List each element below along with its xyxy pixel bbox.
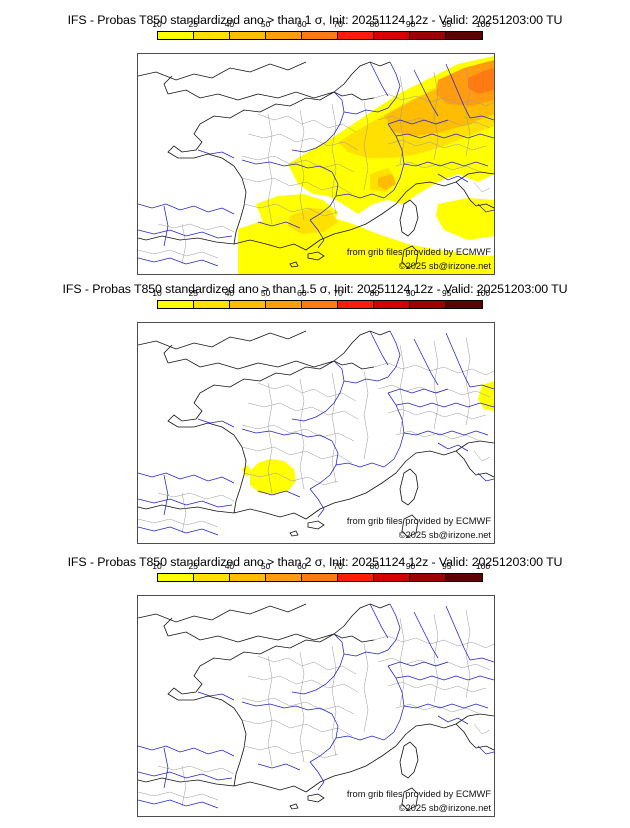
colorbar-segment-25-40 xyxy=(194,574,230,581)
colorbar-tick-70: 70 xyxy=(333,288,343,298)
forecast-panel-1-5-sigma: IFS - Probas T850 standardized ano > tha… xyxy=(0,278,630,548)
map-1-sigma[interactable]: from grib files provided by ECMWF ©2025 … xyxy=(137,53,495,275)
probability-shading xyxy=(238,56,494,274)
colorbar-tick-10: 10 xyxy=(152,288,162,298)
colorbar-bar xyxy=(157,31,483,40)
colorbar-segment-90-95 xyxy=(410,574,446,581)
colorbar-segment-60-70 xyxy=(302,574,338,581)
panel-title: IFS - Probas T850 standardized ano > tha… xyxy=(67,555,563,569)
coastlines xyxy=(138,603,494,811)
map-canvas xyxy=(138,56,494,274)
colorbar-segment-95-100 xyxy=(446,32,482,39)
colorbar-tick-100: 100 xyxy=(475,288,491,298)
colorbar-tick-40: 40 xyxy=(224,19,235,29)
rivers xyxy=(138,330,494,536)
copyright-credit: ©2025 sb@irizone.net xyxy=(398,530,491,540)
colorbar-tick-50: 50 xyxy=(260,288,271,298)
colorbar: 10 25 40 50 60 70 80 90 95 100 xyxy=(152,288,490,311)
colorbar-ticks: 10 25 40 50 60 70 80 90 95 100 xyxy=(152,19,490,30)
copyright-credit: ©2025 sb@irizone.net xyxy=(398,803,491,813)
source-credit: from grib files provided by ECMWF xyxy=(346,247,491,257)
colorbar-tick-80: 80 xyxy=(369,288,380,298)
colorbar-tick-90: 90 xyxy=(405,19,416,29)
source-credit: from grib files provided by ECMWF xyxy=(346,516,491,526)
colorbar-bar xyxy=(157,300,483,309)
colorbar-tick-95: 95 xyxy=(442,561,452,571)
rivers xyxy=(138,603,494,809)
colorbar-segment-40-50 xyxy=(230,574,266,581)
colorbar-tick-60: 60 xyxy=(297,288,307,298)
colorbar-bar xyxy=(157,573,483,582)
colorbar-tick-100: 100 xyxy=(475,561,491,571)
coastlines xyxy=(138,61,494,269)
colorbar-segment-60-70 xyxy=(302,32,338,39)
colorbar-segment-90-95 xyxy=(410,32,446,39)
colorbar-tick-90: 90 xyxy=(405,561,416,571)
colorbar-segment-80-90 xyxy=(374,32,410,39)
colorbar-tick-90: 90 xyxy=(405,288,416,298)
colorbar-tick-10: 10 xyxy=(152,19,162,29)
colorbar-ticks: 10 25 40 50 60 70 80 90 95 100 xyxy=(152,561,490,572)
colorbar-tick-25: 25 xyxy=(188,19,198,29)
forecast-panel-2-sigma: IFS - Probas T850 standardized ano > tha… xyxy=(0,548,630,828)
panel-title: IFS - Probas T850 standardized ano > tha… xyxy=(67,13,563,27)
colorbar-tick-60: 60 xyxy=(297,19,307,29)
colorbar-tick-70: 70 xyxy=(333,561,343,571)
colorbar-tick-50: 50 xyxy=(260,19,271,29)
colorbar-segment-10-25 xyxy=(158,301,194,308)
panel-title: IFS - Probas T850 standardized ano > tha… xyxy=(62,282,568,296)
map-canvas xyxy=(138,330,494,538)
colorbar-tick-25: 25 xyxy=(188,561,198,571)
source-credit: from grib files provided by ECMWF xyxy=(346,789,491,799)
colorbar-tick-95: 95 xyxy=(442,19,452,29)
colorbar-tick-60: 60 xyxy=(297,561,307,571)
forecast-panel-1-sigma: IFS - Probas T850 standardized ano > tha… xyxy=(0,0,630,278)
map-1-5-sigma[interactable]: from grib files provided by ECMWF ©2025 … xyxy=(137,322,495,544)
colorbar-tick-80: 80 xyxy=(369,561,380,571)
colorbar-segment-70-80 xyxy=(338,574,374,581)
colorbar-tick-10: 10 xyxy=(152,561,162,571)
colorbar-tick-40: 40 xyxy=(224,561,235,571)
colorbar-tick-40: 40 xyxy=(224,288,235,298)
colorbar-tick-70: 70 xyxy=(333,19,343,29)
colorbar-ticks: 10 25 40 50 60 70 80 90 95 100 xyxy=(152,288,490,299)
colorbar-tick-100: 100 xyxy=(475,19,491,29)
colorbar-segment-70-80 xyxy=(338,32,374,39)
map-canvas xyxy=(138,603,494,811)
colorbar-segment-50-60 xyxy=(266,32,302,39)
colorbar-segment-50-60 xyxy=(266,301,302,308)
colorbar-segment-80-90 xyxy=(374,574,410,581)
colorbar-segment-80-90 xyxy=(374,301,410,308)
rivers xyxy=(138,61,494,267)
colorbar-tick-80: 80 xyxy=(369,19,380,29)
colorbar-segment-25-40 xyxy=(194,301,230,308)
colorbar-segment-70-80 xyxy=(338,301,374,308)
colorbar-tick-95: 95 xyxy=(442,288,452,298)
copyright-credit: ©2025 sb@irizone.net xyxy=(398,261,491,271)
colorbar: 10 25 40 50 60 70 80 90 95 100 xyxy=(152,19,490,42)
colorbar-segment-95-100 xyxy=(446,301,482,308)
colorbar-tick-25: 25 xyxy=(188,288,198,298)
map-2-sigma[interactable]: from grib files provided by ECMWF ©2025 … xyxy=(137,595,495,817)
colorbar-segment-40-50 xyxy=(230,301,266,308)
colorbar-segment-40-50 xyxy=(230,32,266,39)
colorbar-segment-10-25 xyxy=(158,32,194,39)
colorbar-segment-60-70 xyxy=(302,301,338,308)
colorbar-segment-90-95 xyxy=(410,301,446,308)
colorbar-segment-25-40 xyxy=(194,32,230,39)
colorbar: 10 25 40 50 60 70 80 90 95 100 xyxy=(152,561,490,584)
colorbar-tick-50: 50 xyxy=(260,561,271,571)
colorbar-segment-50-60 xyxy=(266,574,302,581)
colorbar-segment-10-25 xyxy=(158,574,194,581)
colorbar-segment-95-100 xyxy=(446,574,482,581)
